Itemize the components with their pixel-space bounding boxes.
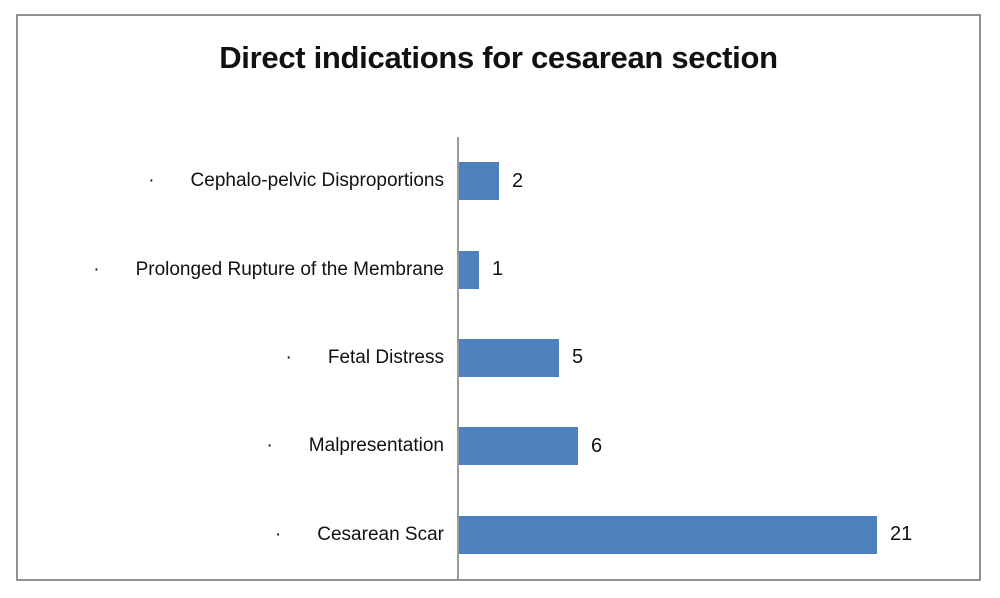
category-label: Prolonged Rupture of the Membrane <box>135 258 444 280</box>
category-row: · Fetal Distress 5 <box>18 314 979 402</box>
value-label: 21 <box>890 523 913 546</box>
bar <box>459 162 499 201</box>
bar-cell: 2 <box>457 162 979 201</box>
category-bullet: · <box>285 346 292 368</box>
bar <box>459 515 877 554</box>
bar <box>459 427 578 466</box>
bar-cell: 6 <box>457 427 979 466</box>
category-row: · Malpresentation 6 <box>18 402 979 490</box>
category-label: Cesarean Scar <box>317 523 444 545</box>
bar <box>459 338 559 377</box>
category-bullet: · <box>93 258 100 280</box>
category-row: · Prolonged Rupture of the Membrane 1 <box>18 225 979 313</box>
bar <box>459 250 479 289</box>
category-bullet: · <box>148 170 155 192</box>
bar-cell: 5 <box>457 338 979 377</box>
category-row: · Cephalo-pelvic Disproportions 2 <box>18 137 979 225</box>
value-label: 6 <box>591 434 603 457</box>
category-label: Fetal Distress <box>327 346 444 368</box>
category-row: · Cesarean Scar 21 <box>18 491 979 579</box>
chart-title: Direct indications for cesarean section <box>219 40 778 75</box>
category-label-cell: · Prolonged Rupture of the Membrane <box>18 259 457 281</box>
category-label-cell: · Malpresentation <box>18 435 457 457</box>
category-axis-line <box>457 137 459 579</box>
category-bullet: · <box>266 435 273 457</box>
plot-area: · Cephalo-pelvic Disproportions 2 · Prol… <box>18 137 979 579</box>
chart-frame: Direct indications for cesarean section … <box>16 14 981 581</box>
bar-cell: 1 <box>457 250 979 289</box>
category-label-cell: · Cesarean Scar <box>18 524 457 546</box>
category-label-cell: · Fetal Distress <box>18 347 457 369</box>
value-label: 2 <box>512 169 524 192</box>
category-bullet: · <box>274 523 282 545</box>
category-label: Malpresentation <box>308 435 444 457</box>
bar-cell: 21 <box>457 515 979 554</box>
value-label: 5 <box>572 346 584 369</box>
category-label-cell: · Cephalo-pelvic Disproportions <box>18 170 457 192</box>
value-label: 1 <box>492 258 504 281</box>
category-label: Cephalo-pelvic Disproportions <box>190 170 444 192</box>
